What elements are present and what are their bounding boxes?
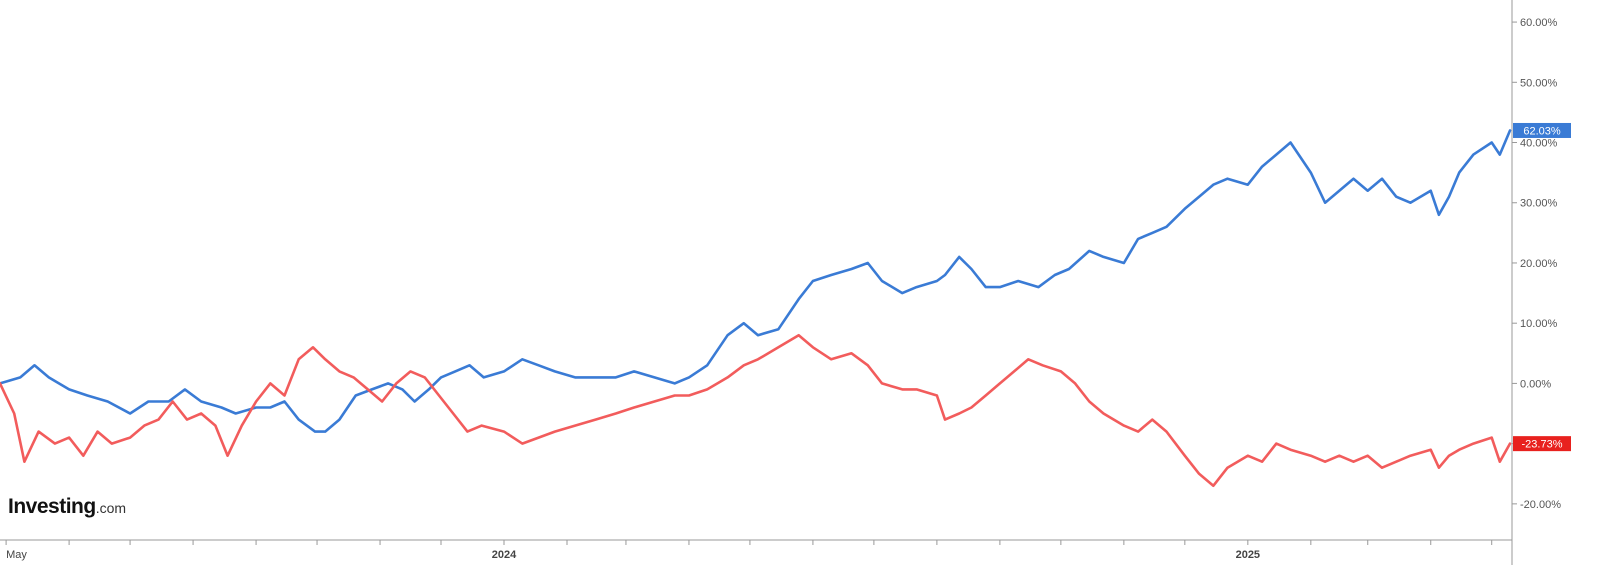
y-tick-label: 0.00% <box>1520 378 1551 390</box>
last-value-label: 62.03% <box>1523 125 1561 137</box>
logo-suffix: .com <box>95 500 127 516</box>
x-tick-label: 2025 <box>1236 549 1260 561</box>
y-axis: 60.00% 50.00% 40.00% 30.00% 20.00% 10.00% 0.00… <box>1511 0 1561 565</box>
y-tick-label: 60.00% <box>1520 17 1558 29</box>
investing-logo: Investing.com <box>8 495 126 519</box>
y-tick-label: -20.00% <box>1520 499 1561 511</box>
y-tick-label: 20.00% <box>1520 258 1558 270</box>
series-a-last-value-badge: 62.03% <box>1513 122 1571 138</box>
series-layer <box>0 129 1512 488</box>
y-tick-label: 50.00% <box>1520 77 1558 89</box>
last-value-badges: 62.03% -23.73% <box>1513 122 1571 452</box>
series-b-last-value-badge: -23.73% <box>1513 436 1571 452</box>
y-tick-label: 30.00% <box>1520 198 1558 210</box>
y-tick-label: 10.00% <box>1520 318 1558 330</box>
last-value-label: -23.73% <box>1522 439 1563 451</box>
y-tick-label: 40.00% <box>1520 138 1558 150</box>
x-tick-label: 2024 <box>492 549 517 561</box>
logo-wordmark: Investing <box>8 495 96 518</box>
series-b-line <box>0 333 1512 488</box>
series-a-line <box>0 129 1512 433</box>
x-tick-label: May <box>6 549 27 561</box>
x-axis: May 2024 2025 <box>0 539 1512 561</box>
